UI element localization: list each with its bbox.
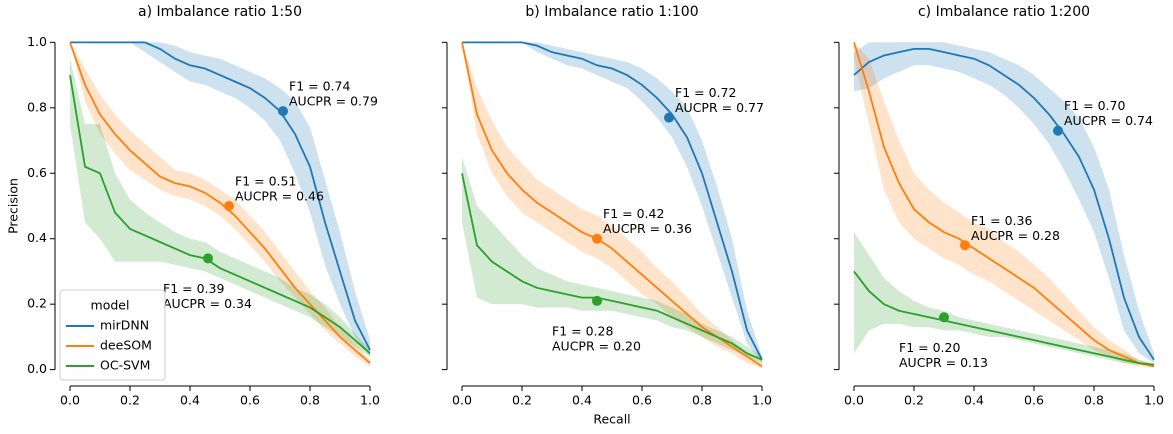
pr-curve xyxy=(853,270,1155,366)
confidence-band xyxy=(70,42,370,357)
y-tick-label: 0.6 xyxy=(27,165,47,180)
x-tick-label: 0.8 xyxy=(1084,393,1104,408)
annotation: AUCPR = 0.34 xyxy=(163,296,252,311)
operating-point xyxy=(664,112,674,123)
annotation: F1 = 0.28 xyxy=(552,323,613,338)
legend-label: OC-SVM xyxy=(100,358,150,373)
operating-point xyxy=(278,106,288,117)
y-tick-label: 0.8 xyxy=(27,99,47,114)
legend: model mirDNN deeSOM OC-SVM xyxy=(59,289,166,381)
annotation: AUCPR = 0.77 xyxy=(675,100,764,115)
x-tick-label: 0.2 xyxy=(904,393,924,408)
pr-curve xyxy=(70,41,371,351)
x-tick-label: 1.0 xyxy=(360,393,380,408)
operating-point xyxy=(592,233,602,244)
x-tick-label: 0.8 xyxy=(300,393,320,408)
confidence-band xyxy=(854,42,1154,364)
y-tick-label: 1.0 xyxy=(27,34,47,49)
subplot-title: a) Imbalance ratio 1:50 xyxy=(138,4,302,20)
annotation: F1 = 0.70 xyxy=(1064,98,1125,113)
y-tick-label: 0.4 xyxy=(27,230,47,245)
subplot: c) Imbalance ratio 1:200 0.0 0.2 0.4 0.6 0.8 1… xyxy=(834,4,1164,408)
y-axis-label: Precision xyxy=(6,178,21,234)
pr-curve xyxy=(69,42,371,364)
annotation: F1 = 0.42 xyxy=(603,206,664,221)
confidence-band xyxy=(70,42,370,367)
x-tick-label: 0.0 xyxy=(844,393,864,408)
x-tick-label: 0.6 xyxy=(1024,393,1044,408)
annotation: AUCPR = 0.36 xyxy=(603,221,692,236)
confidence-band xyxy=(462,42,762,364)
x-tick-label: 0.0 xyxy=(60,393,80,408)
annotation: AUCPR = 0.79 xyxy=(289,94,378,109)
y-tick-label: 0.0 xyxy=(27,361,47,376)
operating-point xyxy=(939,312,949,323)
x-tick-label: 1.0 xyxy=(752,393,772,408)
operating-point xyxy=(1053,125,1063,136)
annotation: F1 = 0.74 xyxy=(289,79,350,94)
x-tick-label: 0.0 xyxy=(452,393,472,408)
annotation: AUCPR = 0.13 xyxy=(899,355,988,370)
pr-curve xyxy=(462,41,763,361)
x-tick-label: 0.6 xyxy=(240,393,260,408)
legend-title: model xyxy=(91,298,130,313)
x-tick-label: 0.6 xyxy=(632,393,652,408)
x-axis-label: Recall xyxy=(593,412,630,427)
subplot-title: b) Imbalance ratio 1:100 xyxy=(525,4,698,20)
confidence-band xyxy=(462,42,762,368)
legend-box xyxy=(59,289,166,381)
x-tick-label: 0.2 xyxy=(120,393,140,408)
pr-curve xyxy=(853,48,1155,361)
x-tick-label: 0.4 xyxy=(180,393,200,408)
pr-curve xyxy=(853,42,1155,368)
annotation: F1 = 0.72 xyxy=(675,85,736,100)
subplot: b) Imbalance ratio 1:100 0.0 0.2 0.4 0.6 0.8 1… xyxy=(442,4,772,427)
annotation: AUCPR = 0.28 xyxy=(971,228,1060,243)
legend-label: mirDNN xyxy=(100,318,149,333)
confidence-band xyxy=(854,42,1154,368)
legend-label: deeSOM xyxy=(100,338,152,353)
annotation: AUCPR = 0.46 xyxy=(235,189,324,204)
subplot-title: c) Imbalance ratio 1:200 xyxy=(918,4,1090,20)
x-tick-label: 0.4 xyxy=(964,393,984,408)
operating-point xyxy=(203,253,213,264)
operating-point xyxy=(592,295,602,306)
x-tick-label: 0.2 xyxy=(512,393,532,408)
x-tick-label: 1.0 xyxy=(1144,393,1164,408)
annotation: F1 = 0.20 xyxy=(899,340,960,355)
annotation: AUCPR = 0.20 xyxy=(552,338,641,353)
operating-point xyxy=(224,201,234,211)
annotation: F1 = 0.39 xyxy=(163,281,224,296)
subplot: a) Imbalance ratio 1:50 0.0 0.2 0.4 0.6 0.8 1.… xyxy=(6,4,380,408)
x-tick-label: 0.8 xyxy=(692,393,712,408)
annotation: F1 = 0.36 xyxy=(971,213,1032,228)
x-tick-label: 0.4 xyxy=(572,393,592,408)
operating-point xyxy=(960,240,970,251)
pr-curve xyxy=(461,42,763,368)
annotation: F1 = 0.51 xyxy=(235,174,296,189)
pr-curve xyxy=(69,74,371,354)
y-tick-label: 0.2 xyxy=(27,296,47,311)
pr-curve xyxy=(461,173,763,361)
annotation: AUCPR = 0.74 xyxy=(1064,113,1153,128)
